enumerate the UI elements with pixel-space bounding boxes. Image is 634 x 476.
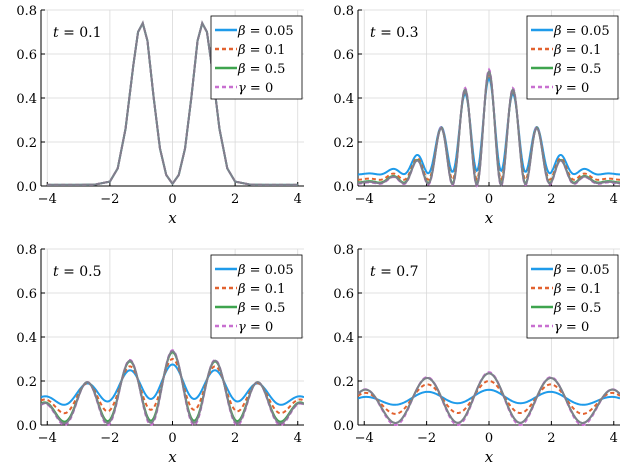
x-tick-label: −2 <box>100 192 119 207</box>
x-axis-label: x <box>485 209 494 227</box>
panel-3: −4 −2 0 2 4 0.0 0.2 0.4 0.6 0.8 t = 0.5 x β = 0.05 β … <box>16 243 304 466</box>
x-tick-label: 0 <box>168 431 176 446</box>
legend-label: β = 0.1 <box>553 282 601 297</box>
series-line--0-05 <box>358 388 620 406</box>
x-tick-label: 2 <box>231 192 239 207</box>
series-line-reference <box>41 350 304 425</box>
x-tick-label: 4 <box>294 431 302 446</box>
series-line-reference <box>358 69 620 187</box>
legend-label: β = 0.05 <box>237 263 294 278</box>
y-tick-label: 0.2 <box>333 136 354 151</box>
series-line-reference <box>47 20 298 186</box>
x-tick-label: 0 <box>485 192 493 207</box>
x-axis-label: x <box>168 209 177 227</box>
x-tick-label: −4 <box>355 431 374 446</box>
legend-label: γ = 0 <box>238 81 273 96</box>
legend-label: β = 0.05 <box>553 24 610 39</box>
x-tick-label: 4 <box>294 192 302 207</box>
x-tick-label: −4 <box>355 192 374 207</box>
y-tick-label: 0.8 <box>16 4 37 19</box>
y-tick-label: 0.8 <box>333 243 354 258</box>
x-tick-label: −2 <box>100 431 119 446</box>
legend-label: γ = 0 <box>554 320 589 335</box>
y-tick-label: 0.6 <box>333 48 354 63</box>
y-tick-label: 0.4 <box>16 331 37 346</box>
legend-label: β = 0.5 <box>237 62 285 77</box>
y-tick-label: 0.0 <box>333 180 354 195</box>
legend-label: γ = 0 <box>238 320 273 335</box>
time-annotation: t = 0.7 <box>370 264 419 280</box>
y-tick-label: 0.8 <box>16 243 37 258</box>
y-tick-label: 0.0 <box>16 180 37 195</box>
legend-label: γ = 0 <box>554 81 589 96</box>
time-annotation: t = 0.5 <box>53 264 102 280</box>
x-tick-label: 2 <box>547 192 555 207</box>
y-tick-label: 0.2 <box>16 136 37 151</box>
x-axis-label: x <box>168 448 177 466</box>
x-tick-label: −4 <box>38 192 57 207</box>
x-tick-label: 4 <box>610 192 618 207</box>
x-tick-label: 0 <box>485 431 493 446</box>
y-tick-label: 0.0 <box>16 419 37 434</box>
panel-4: −4 −2 0 2 4 0.0 0.2 0.4 0.6 0.8 t = 0.7 x β = 0.05 β … <box>333 243 620 466</box>
y-tick-label: 0.4 <box>16 92 37 107</box>
series-line--0 <box>358 371 620 427</box>
panel-1: −4 −2 0 2 4 0.0 0.2 0.4 0.6 0.8 t = 0.1 x β = 0.05 β … <box>16 4 304 227</box>
legend-label: β = 0.5 <box>553 301 601 316</box>
legend-label: β = 0.05 <box>237 24 294 39</box>
y-tick-label: 0.6 <box>333 287 354 302</box>
y-tick-label: 0.4 <box>333 331 354 346</box>
y-tick-label: 0.2 <box>16 375 37 390</box>
legend-label: β = 0.1 <box>237 43 285 58</box>
y-tick-label: 0.4 <box>333 92 354 107</box>
x-tick-label: −2 <box>417 192 436 207</box>
panel-2: −4 −2 0 2 4 0.0 0.2 0.4 0.6 0.8 t = 0.3 x β = 0.05 β … <box>333 4 620 227</box>
y-tick-label: 0.0 <box>333 419 354 434</box>
legend-label: β = 0.05 <box>553 263 610 278</box>
series-line--0-05 <box>358 76 620 176</box>
x-tick-label: −4 <box>38 431 57 446</box>
x-tick-label: 0 <box>168 192 176 207</box>
time-annotation: t = 0.1 <box>53 25 102 41</box>
x-axis-label: x <box>485 448 494 466</box>
x-tick-label: 2 <box>231 431 239 446</box>
legend-label: β = 0.1 <box>237 282 285 297</box>
x-tick-label: 2 <box>547 431 555 446</box>
y-tick-label: 0.8 <box>333 4 354 19</box>
y-tick-label: 0.2 <box>333 375 354 390</box>
x-tick-label: −2 <box>417 431 436 446</box>
series-line--0-1 <box>358 379 620 415</box>
series-line-reference <box>358 372 620 424</box>
y-tick-label: 0.6 <box>16 48 37 63</box>
legend-label: β = 0.5 <box>237 301 285 316</box>
legend-label: β = 0.1 <box>553 43 601 58</box>
legend-label: β = 0.5 <box>553 62 601 77</box>
x-tick-label: 4 <box>610 431 618 446</box>
y-tick-label: 0.6 <box>16 287 37 302</box>
time-annotation: t = 0.3 <box>370 25 419 41</box>
